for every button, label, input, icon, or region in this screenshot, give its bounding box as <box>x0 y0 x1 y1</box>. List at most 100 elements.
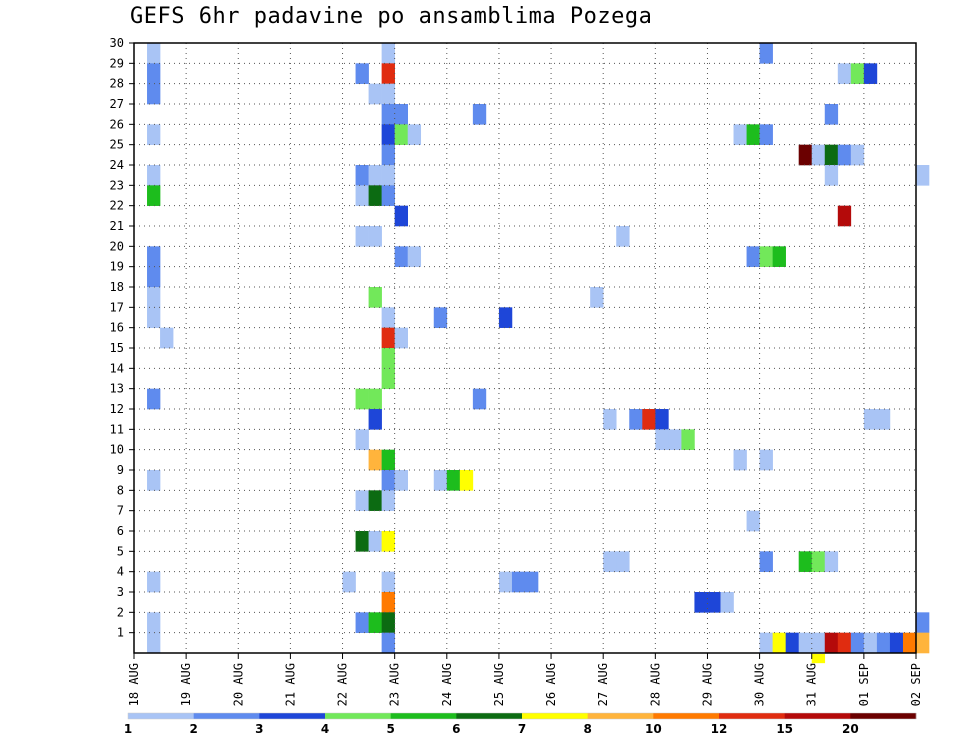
heatmap-cell <box>759 246 773 267</box>
heatmap-cell <box>368 226 382 247</box>
heatmap-cell <box>707 592 721 613</box>
heatmap-cell <box>655 429 669 450</box>
heatmap-cell <box>811 632 826 654</box>
heatmap-cell <box>381 144 395 166</box>
heatmap-cell <box>381 83 395 105</box>
heatmap-cell <box>837 205 852 227</box>
heatmap-cell <box>824 551 839 572</box>
heatmap-cell <box>381 531 395 552</box>
y-tick-label: 1 <box>117 626 124 640</box>
heatmap-cell <box>381 592 395 613</box>
y-tick-label: 12 <box>110 402 124 416</box>
x-tick-label: 27 AUG <box>596 663 610 706</box>
heatmap-cell <box>655 409 669 430</box>
colorbar-label: 10 <box>645 722 662 736</box>
x-tick-label: 29 AUG <box>700 663 714 706</box>
y-tick-label: 11 <box>110 422 124 436</box>
colorbar-segment <box>522 713 588 719</box>
heatmap-cell <box>824 144 839 166</box>
heatmap-cell <box>511 571 526 593</box>
heatmap-cell <box>381 307 395 328</box>
colorbar-label: 8 <box>583 722 591 736</box>
heatmap-cell <box>394 124 408 145</box>
heatmap-cell <box>902 632 917 654</box>
colorbar-segment <box>390 713 457 719</box>
heatmap-cell <box>746 510 760 532</box>
heatmap-cell <box>147 612 161 633</box>
colorbar-segment <box>653 713 720 719</box>
heatmap-cell <box>772 246 786 267</box>
x-tick-label: 02 SEP <box>909 663 923 706</box>
y-tick-label: 30 <box>110 36 124 50</box>
colorbar-segment <box>587 713 654 719</box>
heatmap-cell <box>863 409 878 430</box>
y-tick-label: 23 <box>110 178 124 192</box>
colorbar-segment <box>193 713 260 719</box>
y-tick-label: 9 <box>117 463 124 477</box>
x-tick-label: 20 AUG <box>231 663 245 706</box>
heatmap-cell <box>381 63 395 84</box>
heatmap-cell <box>368 612 382 633</box>
y-tick-label: 29 <box>110 56 124 70</box>
heatmap-cell <box>355 226 369 247</box>
colorbar-label: 15 <box>776 722 793 736</box>
heatmap-cell <box>863 63 878 84</box>
heatmap-cell <box>759 43 773 64</box>
heatmap-cell <box>381 632 395 654</box>
heatmap-cell <box>733 449 747 471</box>
heatmap-cell <box>720 592 734 613</box>
x-tick-label: 24 AUG <box>440 663 454 706</box>
colorbar-label: 7 <box>518 722 526 736</box>
heatmap-cell <box>147 287 161 308</box>
heatmap-cell <box>603 409 617 430</box>
heatmap-cell <box>759 449 773 471</box>
colorbar-label: 1 <box>124 722 132 736</box>
colorbar-segment <box>325 713 391 719</box>
y-tick-label: 20 <box>110 239 124 253</box>
heatmap-cell <box>694 592 708 613</box>
heatmap-cell <box>394 246 408 267</box>
heatmap-cell <box>147 632 161 654</box>
heatmap-cell <box>876 409 891 430</box>
heatmap-cell <box>368 287 382 308</box>
heatmap-cell <box>355 185 369 206</box>
heatmap-cell <box>381 185 395 206</box>
colorbar-label: 12 <box>711 722 728 736</box>
heatmap-cell <box>368 531 382 552</box>
heatmap-cell <box>381 165 395 186</box>
colorbar-segment <box>719 713 785 719</box>
heatmap-cell <box>746 246 760 267</box>
heatmap-cell <box>147 470 161 491</box>
heatmap-cell <box>147 83 161 105</box>
heatmap-cell <box>824 632 839 654</box>
heatmap-cell <box>811 144 826 166</box>
heatmap-cell <box>916 632 930 654</box>
heatmap-cell <box>394 205 408 227</box>
heatmap-cell <box>355 165 369 186</box>
y-tick-label: 4 <box>117 565 124 579</box>
heatmap-cell <box>355 63 369 84</box>
heatmap-cell <box>147 388 161 410</box>
heatmap-cell <box>798 551 813 572</box>
heatmap-cell <box>798 144 813 166</box>
heatmap-cell <box>355 490 369 511</box>
x-tick-label: 28 AUG <box>648 663 662 706</box>
heatmap-cell <box>837 63 852 84</box>
colorbar-segment <box>259 713 326 719</box>
heatmap-cell <box>368 185 382 206</box>
y-tick-label: 28 <box>110 77 124 91</box>
heatmap-cell <box>407 124 422 145</box>
heatmap-cell <box>472 388 487 410</box>
heatmap-cell <box>407 246 422 267</box>
colorbar-label: 4 <box>321 722 329 736</box>
y-tick-label: 24 <box>110 158 124 172</box>
heatmap-cell <box>147 185 161 206</box>
x-tick-label: 22 AUG <box>336 663 350 706</box>
heatmap-cell <box>381 571 395 593</box>
heatmap-cell <box>889 632 904 654</box>
heatmap-cell <box>355 612 369 633</box>
heatmap-cell <box>147 43 161 64</box>
y-tick-label: 2 <box>117 605 124 619</box>
heatmap-cell <box>381 327 395 349</box>
